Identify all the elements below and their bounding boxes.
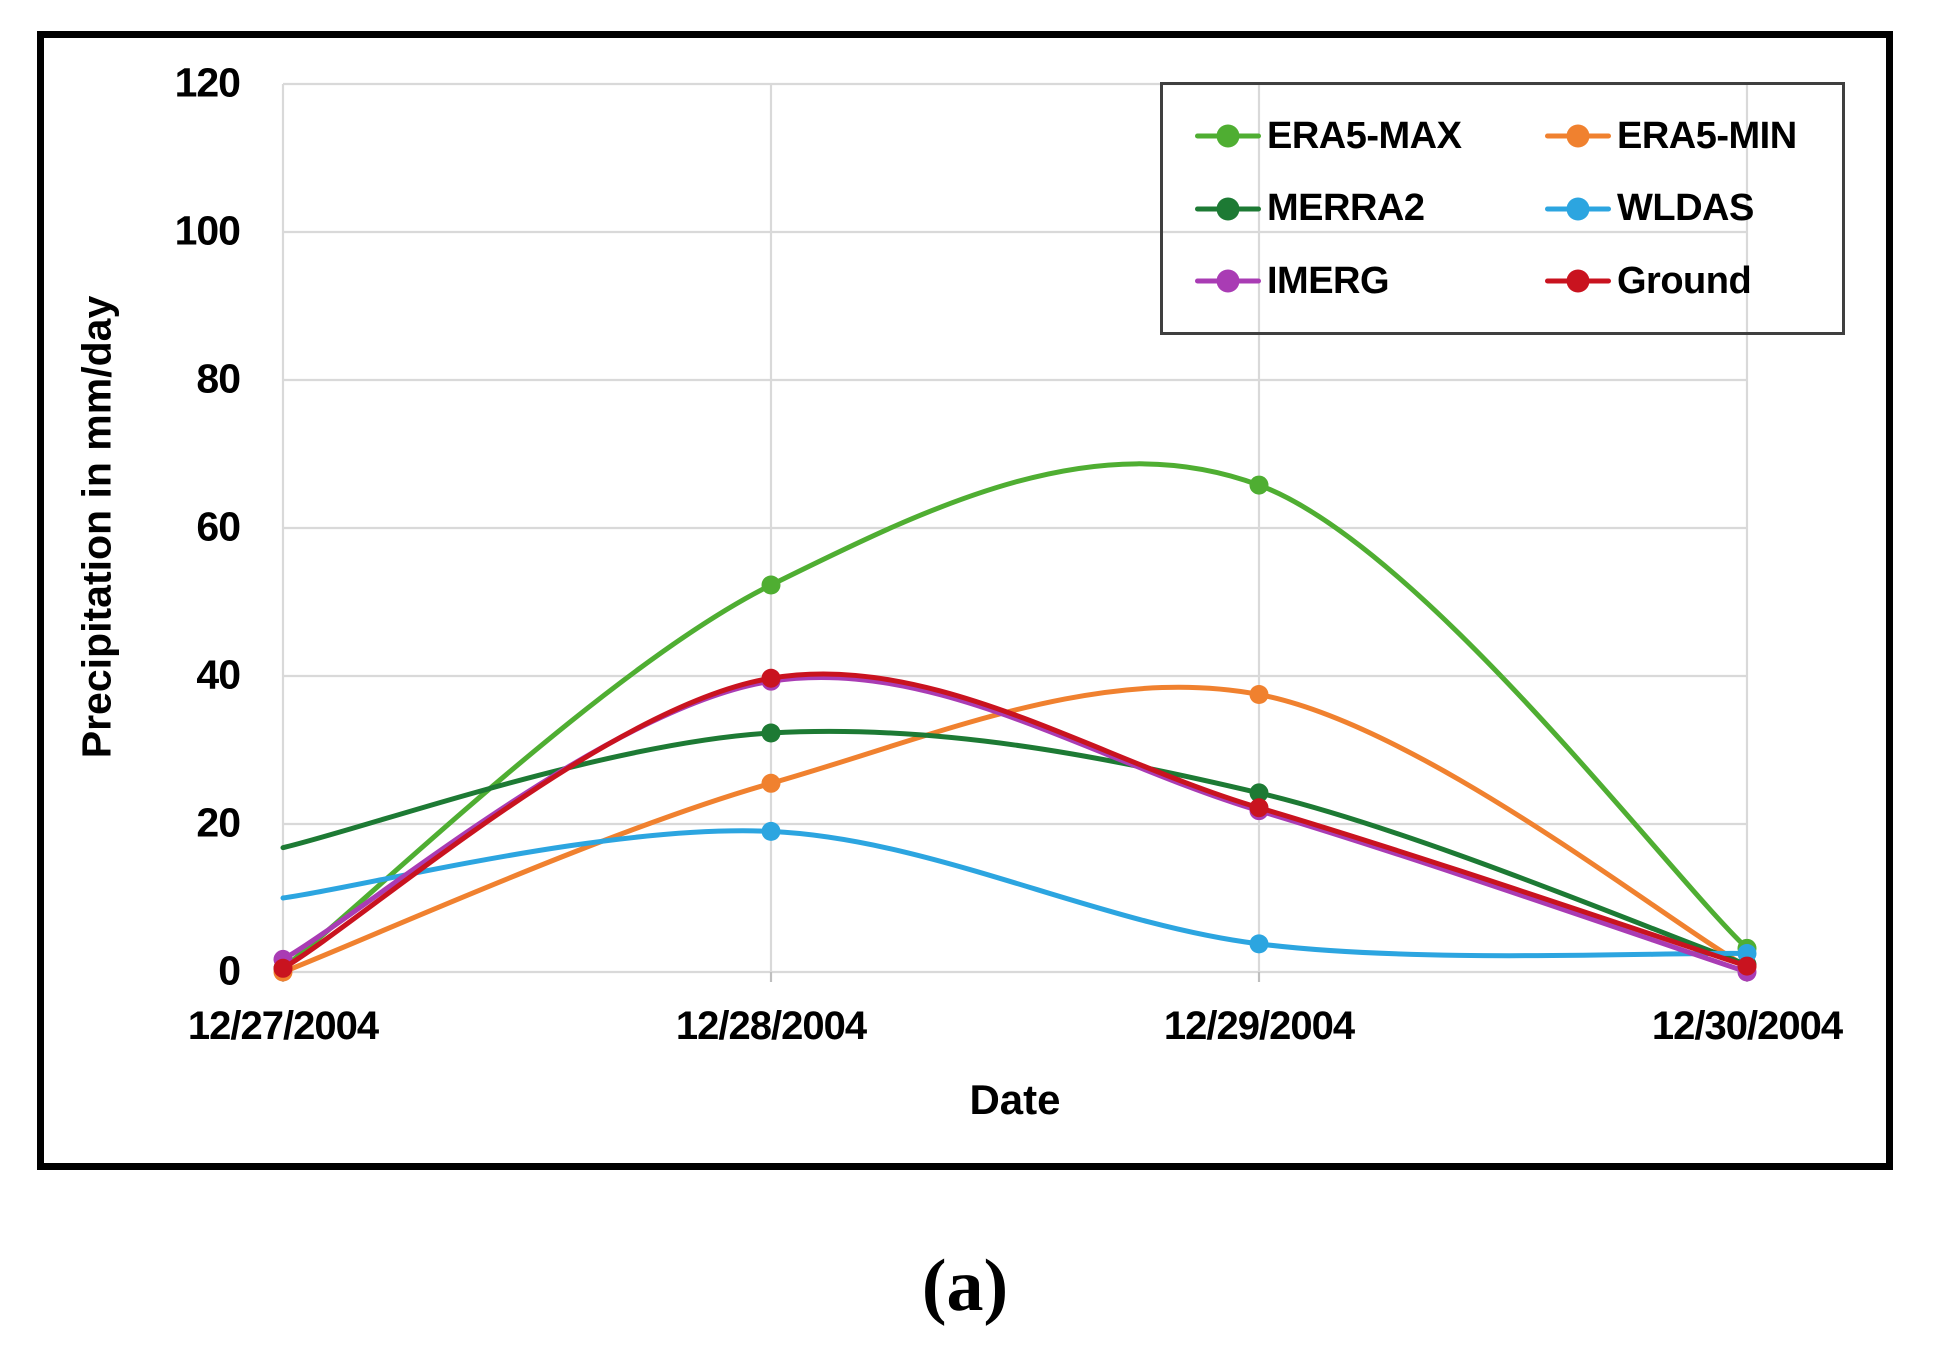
y-tick-label-80: 80	[196, 355, 241, 402]
series-line-wldas	[280, 828, 1750, 959]
legend-swatch-era5-min	[1545, 124, 1611, 148]
series-line-ground	[280, 671, 1750, 971]
legend-swatch-dot	[1216, 124, 1240, 148]
legend-swatch-ground	[1545, 269, 1611, 293]
chart-frame	[37, 31, 1893, 1170]
legend-swatch-dot	[1566, 269, 1590, 293]
legend-label-era5-min: ERA5-MIN	[1617, 114, 1797, 157]
y-tick-label-40: 40	[196, 651, 241, 698]
series-ground	[273, 668, 1757, 978]
legend-swatch-imerg	[1195, 269, 1261, 293]
x-axis-title: Date	[969, 1076, 1061, 1123]
legend-swatch-wldas	[1545, 197, 1611, 221]
series-marker-merra2-1	[761, 723, 781, 743]
series-marker-era5-min-2	[1249, 685, 1269, 704]
y-tick-label-60: 60	[196, 503, 241, 550]
series-marker-wldas-1	[761, 821, 781, 841]
legend-label-era5-max: ERA5-MAX	[1267, 114, 1462, 157]
legend-label-ground: Ground	[1617, 259, 1752, 302]
legend-swatch-dot	[1566, 197, 1590, 220]
y-tick-label-120: 120	[174, 59, 241, 106]
series-merra2	[280, 723, 1757, 975]
series-line-era5-min	[280, 684, 1750, 975]
x-tick-label-2: 12/29/2004	[1163, 1004, 1355, 1048]
legend-label-imerg: IMERG	[1267, 259, 1390, 302]
legend: ERA5-MAX ERA5-MIN MERRA2 WLDAS IMERG Ground	[1160, 82, 1845, 335]
legend-swatch-dot	[1566, 124, 1590, 148]
legend-item-ground: Ground	[1545, 260, 1842, 303]
series-line-merra2	[280, 728, 1750, 968]
legend-swatch-era5-max	[1195, 124, 1261, 148]
y-tick-label-100: 100	[174, 207, 241, 254]
series-marker-merra2-2	[1249, 783, 1269, 803]
subfigure-caption: (a)	[921, 1245, 1009, 1327]
x-tick-label-0: 12/27/2004	[187, 1004, 379, 1048]
series-marker-era5-max-2	[1249, 475, 1269, 495]
legend-label-merra2: MERRA2	[1267, 187, 1425, 229]
x-tick-label-3: 12/30/2004	[1651, 1004, 1843, 1048]
legend-item-wldas: WLDAS	[1545, 187, 1842, 230]
series-marker-ground-1	[761, 668, 781, 688]
legend-swatch-dot	[1216, 269, 1240, 293]
legend-label-wldas: WLDAS	[1617, 187, 1754, 229]
series-era5-min	[273, 684, 1757, 982]
x-tick-label-1: 12/28/2004	[675, 1004, 867, 1048]
series-marker-era5-min-1	[761, 773, 781, 793]
legend-swatch-dot	[1216, 197, 1240, 220]
series-marker-ground-2	[1249, 798, 1269, 818]
series-marker-ground-0	[273, 958, 293, 978]
series-line-imerg	[280, 675, 1750, 975]
legend-item-era5-max: ERA5-MAX	[1195, 115, 1545, 158]
series-marker-era5-max-1	[761, 575, 781, 595]
y-tick-label-20: 20	[196, 799, 241, 846]
legend-item-imerg: IMERG	[1195, 260, 1545, 303]
y-tick-label-0: 0	[218, 947, 241, 994]
legend-item-era5-min: ERA5-MIN	[1545, 115, 1842, 158]
series-wldas	[280, 821, 1757, 963]
legend-item-merra2: MERRA2	[1195, 187, 1545, 230]
series-marker-ground-3	[1737, 956, 1757, 976]
series-marker-wldas-2	[1249, 934, 1269, 954]
legend-swatch-merra2	[1195, 197, 1261, 221]
